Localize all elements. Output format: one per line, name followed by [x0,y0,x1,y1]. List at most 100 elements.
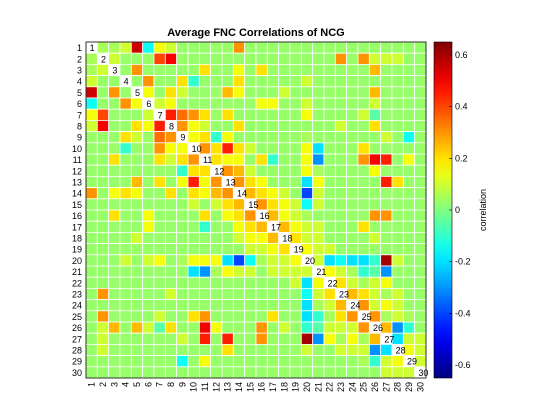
heatmap-cell [391,220,404,233]
heatmap-cell [368,287,382,300]
heatmap-cell [198,355,212,368]
heatmap-cell [346,231,359,244]
heatmap-cell [346,52,359,65]
heatmap-cell [232,97,246,110]
heatmap-cell [153,187,166,200]
heatmap-cell [176,97,189,110]
heatmap-cell [289,142,302,155]
heatmap-cell [300,343,314,356]
heatmap-cell [380,265,393,278]
heatmap-cell [130,187,144,200]
heatmap-cell [221,243,234,256]
heatmap-cell [108,220,121,233]
diagonal-labels: 1234567891011121314151617181920212223242… [90,43,429,378]
heatmap-cell [210,86,223,99]
heatmap-cell [130,108,144,121]
heatmap-cell [334,120,348,133]
heatmap-cell [300,299,314,312]
colorbar-label: correlation [478,189,488,231]
heatmap-cell [85,175,98,188]
diagonal-label: 1 [90,43,95,53]
heatmap-cell [108,287,121,300]
heatmap-cell [210,220,223,233]
heatmap-cell [244,86,257,99]
heatmap-cell [278,64,291,77]
heatmap-cell [130,41,144,54]
heatmap-cell [96,265,110,278]
y-tick-label: 9 [77,133,82,143]
heatmap-cell [357,120,370,133]
heatmap-cell [357,366,370,379]
heatmap-cell [221,198,234,211]
x-tick-label: 4 [121,382,131,387]
heatmap-cell [176,243,189,256]
heatmap-cell [119,131,132,144]
heatmap-cell [402,64,416,77]
diagonal-label: 13 [226,178,236,188]
heatmap-cell [153,343,166,356]
heatmap-cell [312,175,325,188]
x-tick-labels: 1 2 3 4 5 6 7 8 9 10 11 12 13 14 15 16 17 18 19 20 21 22 23 24 2… [87,382,426,392]
diagonal-label: 4 [124,77,129,87]
heatmap-cell [119,265,132,278]
heatmap-cell [130,52,144,65]
heatmap-cell [232,75,246,88]
heatmap-cell [187,231,200,244]
colorbar-ticks: -0.6 -0.4 -0.2 0 0.2 0.4 0.6 [449,50,471,370]
heatmap-cell [85,120,98,133]
heatmap-cell [391,153,404,166]
heatmap-cell [164,41,178,54]
heatmap-cell [300,321,314,334]
heatmap-cell [142,243,155,256]
y-tick-label: 18 [72,234,82,244]
heatmap-cell [278,86,291,99]
heatmap-cell [278,187,291,200]
heatmap-cell [176,310,189,323]
heatmap-cell [357,75,370,88]
heatmap-cell [210,276,223,289]
heatmap-cell [368,120,382,133]
heatmap-cell [289,299,302,312]
heatmap-cell [187,321,200,334]
heatmap-cell [368,142,382,155]
heatmap-cell [176,276,189,289]
heatmap-cell [380,64,393,77]
heatmap-cell [266,164,280,177]
heatmap-cell [278,254,291,267]
heatmap-cell [187,355,200,368]
heatmap-cell [300,52,314,65]
heatmap-cell [300,355,314,368]
heatmap-cell [414,64,427,77]
heatmap-cell [164,131,178,144]
heatmap-cell [210,131,223,144]
heatmap-cell [176,366,189,379]
heatmap-cell [368,254,382,267]
heatmap-cell [210,198,223,211]
colorbar-tick-label: 0 [455,205,460,215]
heatmap-cell [176,355,189,368]
heatmap-cell [289,187,302,200]
heatmap-cell [85,276,98,289]
heatmap-cell [278,153,291,166]
heatmap-cell [300,120,314,133]
heatmap-cell [255,64,268,77]
heatmap-cell [244,120,257,133]
heatmap-cell [391,108,404,121]
heatmap-cell [266,310,280,323]
heatmap-cell [391,52,404,65]
heatmap-cell [221,299,234,312]
heatmap-cell [221,343,234,356]
heatmap-cell [164,332,178,345]
heatmap-cell [164,243,178,256]
heatmap-cell [221,276,234,289]
heatmap-cell [414,343,427,356]
heatmap-cell [244,355,257,368]
heatmap-cell [255,131,268,144]
heatmap-cell [323,220,336,233]
heatmap-cell [368,64,382,77]
heatmap-cell [198,52,212,65]
heatmap-cell [334,175,348,188]
heatmap-cell [85,254,98,267]
heatmap-cell [380,343,393,356]
heatmap-cell [323,332,336,345]
